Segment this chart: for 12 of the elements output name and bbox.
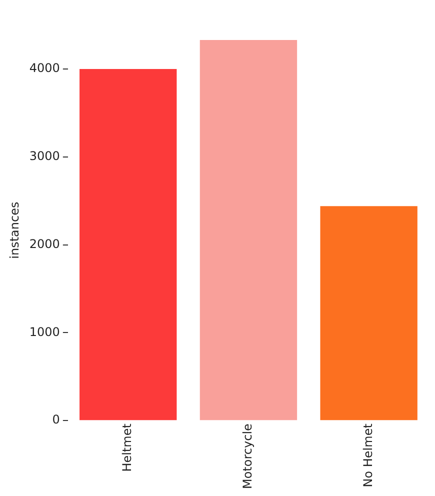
y-tick-label: 4000 bbox=[29, 61, 60, 76]
bar bbox=[200, 40, 298, 420]
bar bbox=[80, 69, 177, 420]
x-tick-label: No Helmet bbox=[360, 423, 375, 488]
y-tick-label: 0 bbox=[52, 412, 60, 427]
y-tick-label: 2000 bbox=[29, 236, 60, 251]
y-axis-title: instances bbox=[7, 202, 22, 259]
y-tick-label: 1000 bbox=[29, 324, 60, 339]
x-tick-label: Heltmet bbox=[120, 423, 134, 472]
y-tick-label: 3000 bbox=[29, 149, 60, 164]
x-tick-label: Motorcycle bbox=[240, 424, 255, 490]
bar bbox=[320, 206, 418, 420]
